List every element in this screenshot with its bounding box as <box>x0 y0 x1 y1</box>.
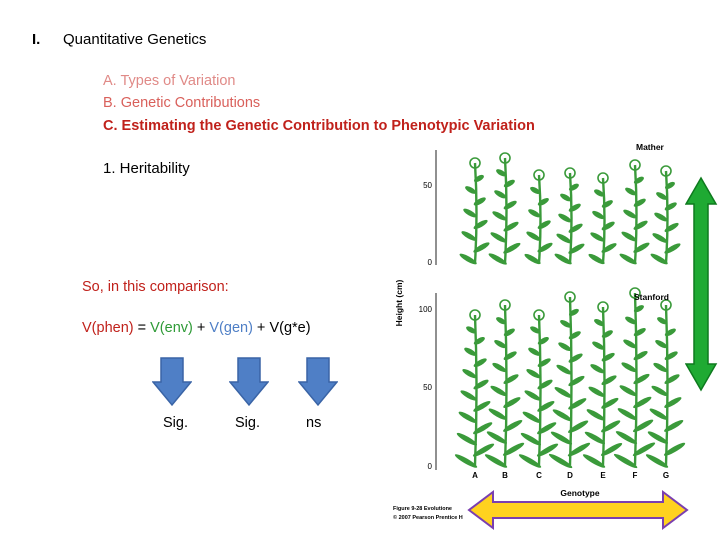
genotype-label: D <box>567 471 573 480</box>
plant-illustration <box>619 159 650 265</box>
result-env: Sig. <box>163 415 188 431</box>
plant-illustration <box>484 299 525 468</box>
variance-equation: V(phen) = V(env) + V(gen) + V(g*e) <box>82 320 311 336</box>
plant-illustration <box>524 169 553 265</box>
section-number: I. <box>32 31 41 48</box>
comparison-intro: So, in this comparison: <box>82 279 229 295</box>
genotype-label: E <box>600 471 606 480</box>
plant-height-figure: Mather Stanford 50 0 100 50 0 Height (cm… <box>393 142 686 521</box>
genotype-label: C <box>536 471 542 480</box>
tick-label: 0 <box>428 462 433 471</box>
genotype-label: F <box>633 471 638 480</box>
term-gxe: V(g*e) <box>269 320 311 336</box>
result-gen: Sig. <box>235 415 260 431</box>
equals-sign: = <box>133 320 151 336</box>
plant-illustration <box>459 157 490 265</box>
y-axis-title: Height (cm) <box>394 279 404 326</box>
plant-illustration <box>554 167 585 265</box>
tick-label: 0 <box>428 258 433 267</box>
genotype-label: B <box>502 471 508 480</box>
down-arrow-icon <box>229 357 269 407</box>
section-title: Quantitative Genetics <box>63 31 207 48</box>
outline-item-b: B. Genetic Contributions <box>103 95 261 111</box>
plant-illustration <box>548 291 591 469</box>
plant-illustration <box>518 309 559 468</box>
result-gxe: ns <box>306 415 322 431</box>
term-env: V(env) <box>150 320 193 336</box>
garden-label-mather: Mather <box>636 142 665 152</box>
outline-item-c: C. Estimating the Genetic Contribution t… <box>103 118 535 134</box>
term-phen: V(phen) <box>82 320 134 336</box>
down-arrow-icon <box>298 357 338 407</box>
garden-label-stanford: Stanford <box>634 292 669 302</box>
plus-sign: + <box>252 320 270 336</box>
mather-plants <box>459 152 681 265</box>
plant-illustration <box>588 172 617 265</box>
tick-label: 100 <box>419 305 433 314</box>
outline-item-a: A. Types of Variation <box>103 73 236 89</box>
plant-illustration <box>488 152 521 265</box>
term-gen: V(gen) <box>209 320 253 336</box>
subheading-heritability: 1. Heritability <box>103 160 190 177</box>
plant-illustration <box>645 299 686 468</box>
plant-illustration <box>650 165 681 265</box>
plant-illustration <box>582 301 623 468</box>
figure-copyright: © 2007 Pearson Prentice H <box>393 514 463 521</box>
stanford-plants <box>454 287 686 469</box>
plant-illustration <box>454 309 495 468</box>
plant-illustration <box>613 287 656 469</box>
plus-sign: + <box>192 320 210 336</box>
genotype-label: A <box>472 471 478 480</box>
double-arrow-horizontal-icon <box>467 490 689 530</box>
x-axis-title: Genotype <box>560 488 599 498</box>
genotype-label: G <box>663 471 669 480</box>
figure-caption: Figure 9-28 Evolutione <box>393 506 452 512</box>
tick-label: 50 <box>423 181 432 190</box>
tick-label: 50 <box>423 383 432 392</box>
down-arrow-icon <box>152 357 192 407</box>
double-arrow-vertical-icon <box>685 176 718 392</box>
